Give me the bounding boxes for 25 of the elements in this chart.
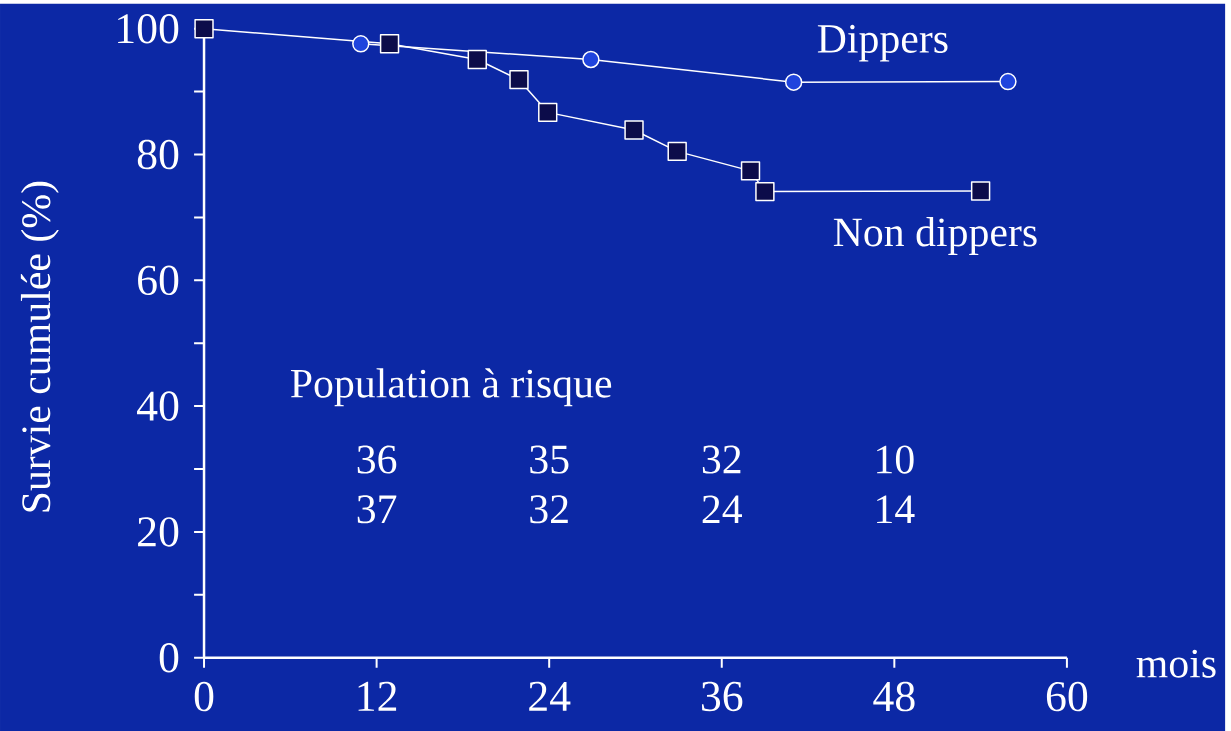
annotation: 14: [877, 495, 915, 523]
y-tick-label: 100: [118, 13, 179, 44]
annotation: 32: [530, 495, 568, 524]
annotation: 24: [702, 495, 743, 523]
annotation: 36: [357, 445, 397, 474]
x-tick-label: 60: [1046, 681, 1088, 712]
y-axis-title: Survie cumulée (%): [20, 181, 59, 512]
x-tick-label: 0: [194, 681, 214, 712]
series-label: Dippers: [817, 24, 948, 62]
y-tick-label: 0: [159, 642, 179, 673]
x-tick-label: 12: [358, 681, 397, 711]
x-tick-label: 48: [873, 681, 915, 712]
y-tick-label: 80: [137, 139, 179, 170]
annotation: 35: [530, 445, 569, 474]
annotation: 32: [702, 445, 741, 474]
x-tick-label: 36: [701, 681, 743, 712]
y-tick-label: 20: [138, 516, 179, 547]
annotation: 10: [877, 445, 914, 474]
y-tick-label: 60: [138, 265, 179, 295]
series-label: Non dippers: [833, 216, 1037, 255]
y-tick-label: 40: [137, 391, 179, 421]
x-tick-label: 24: [529, 681, 571, 711]
annotation: Population à risque: [290, 368, 612, 407]
annotation: 37: [357, 495, 397, 524]
x-axis-title: mois: [1136, 649, 1216, 678]
